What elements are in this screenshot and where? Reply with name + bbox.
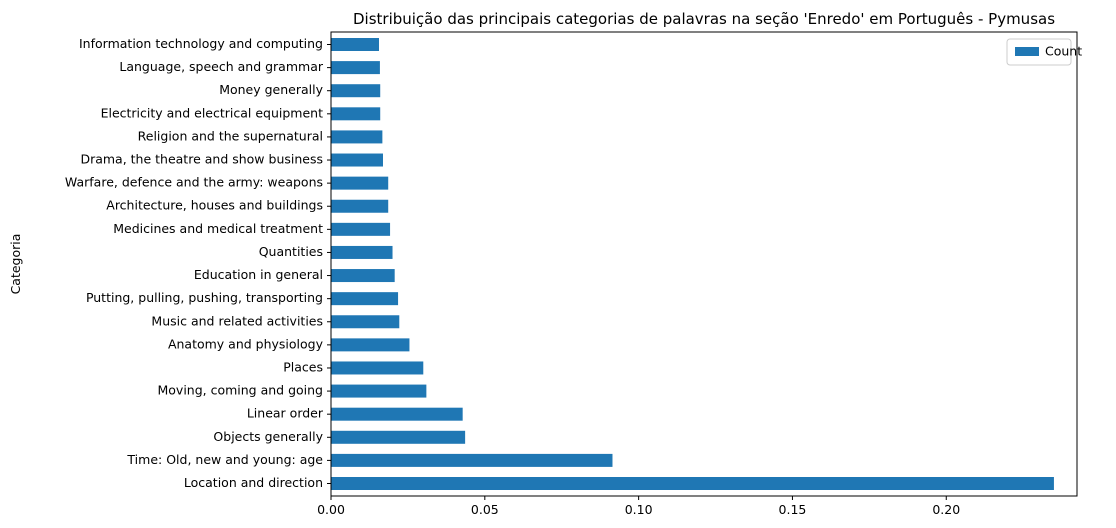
x-tick-label: 0.20 (932, 502, 960, 517)
bar (331, 338, 410, 352)
y-tick-label: Linear order (247, 406, 324, 421)
y-tick-label: Places (283, 359, 323, 374)
legend-swatch (1015, 47, 1039, 56)
bar (331, 292, 399, 306)
legend: Count (1006, 38, 1082, 66)
y-tick-label: Electricity and electrical equipment (101, 105, 324, 120)
bar (331, 453, 613, 467)
x-tick-label: 0.15 (779, 502, 807, 517)
bar (331, 315, 400, 329)
bar (331, 384, 427, 398)
bar (331, 38, 379, 51)
bar (331, 153, 383, 167)
bar (331, 222, 391, 236)
bar (331, 84, 381, 98)
legend-label: Count (1045, 44, 1082, 59)
chart-title: Distribuição das principais categorias d… (353, 10, 1055, 28)
y-tick-label: Medicines and medical treatment (113, 221, 323, 236)
bar (331, 130, 383, 144)
y-tick-label: Religion and the supernatural (138, 128, 323, 143)
x-tick-label: 0.00 (317, 502, 345, 517)
y-tick-label: Drama, the theatre and show business (80, 152, 323, 167)
bar (331, 61, 380, 75)
y-axis-label: Categoria (8, 234, 23, 295)
bar (331, 430, 466, 444)
y-tick-label: Architecture, houses and buildings (106, 198, 323, 213)
bar (331, 361, 424, 375)
y-tick-label: Money generally (219, 82, 323, 97)
x-tick-label: 0.10 (625, 502, 653, 517)
bar (331, 199, 389, 213)
y-tick-label: Objects generally (213, 429, 323, 444)
y-tick-label: Location and direction (184, 475, 323, 490)
bar (331, 245, 393, 259)
y-tick-label: Quantities (259, 244, 323, 259)
plot-frame (330, 31, 1078, 497)
y-tick-label: Warfare, defence and the army: weapons (65, 175, 323, 190)
bar (331, 176, 389, 190)
bar (331, 107, 381, 121)
y-tick-label: Putting, pulling, pushing, transporting (86, 290, 323, 305)
x-tick-label: 0.05 (471, 502, 499, 517)
bar (331, 477, 1054, 490)
plot-area: Location and direction Time: Old, new and… (65, 31, 1082, 517)
bar (331, 407, 463, 421)
bar (331, 269, 395, 283)
y-tick-label: Information technology and computing (79, 36, 323, 51)
y-tick-label: Time: Old, new and young: age (126, 452, 323, 467)
y-tick-label: Moving, coming and going (157, 383, 323, 398)
y-tick-label: Education in general (194, 267, 323, 282)
y-tick-label: Music and related activities (151, 313, 323, 328)
y-tick-label: Language, speech and grammar (119, 59, 323, 74)
y-tick-label: Anatomy and physiology (168, 336, 324, 351)
